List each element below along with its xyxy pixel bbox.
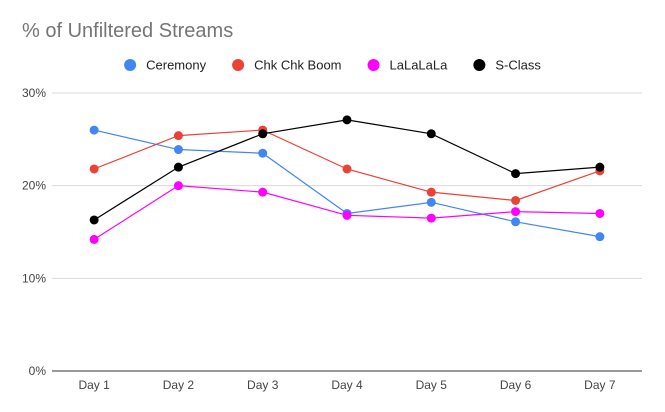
data-point xyxy=(258,129,268,139)
x-tick-label: Day 4 xyxy=(331,378,363,392)
data-point xyxy=(258,187,268,197)
x-tick-label: Day 2 xyxy=(163,378,195,392)
series-ceremony xyxy=(89,125,605,242)
data-point xyxy=(89,215,99,225)
legend-marker xyxy=(124,59,137,71)
legend-label: LaLaLaLa xyxy=(390,58,449,73)
legend-item: LaLaLaLa xyxy=(367,58,449,73)
series-lines xyxy=(89,115,605,244)
data-point xyxy=(426,187,436,197)
x-tick-label: Day 1 xyxy=(78,378,110,392)
data-point xyxy=(426,197,436,207)
data-point xyxy=(173,131,183,141)
data-point xyxy=(173,181,183,191)
legend-marker xyxy=(367,59,380,71)
legend-item: Chk Chk Boom xyxy=(232,58,342,73)
legend-marker xyxy=(232,59,245,71)
data-point xyxy=(173,162,183,172)
data-point xyxy=(511,195,521,205)
x-tick-label: Day 3 xyxy=(247,378,279,392)
data-point xyxy=(342,164,352,174)
series-line xyxy=(94,129,600,238)
legend: Ceremony Chk Chk Boom LaLaLaLa S-Class xyxy=(124,58,541,73)
data-point xyxy=(173,145,183,155)
data-point xyxy=(426,129,436,139)
data-point xyxy=(426,213,436,223)
legend-marker xyxy=(473,59,486,71)
y-tick-label: 10% xyxy=(22,271,46,285)
data-point xyxy=(89,234,99,244)
legend-item: Ceremony xyxy=(124,58,207,73)
legend-label: S-Class xyxy=(495,58,541,73)
chart-title: % of Unfiltered Streams xyxy=(22,20,234,42)
data-point xyxy=(89,164,99,174)
x-tick-label: Day 7 xyxy=(584,378,616,392)
y-tick-label: 20% xyxy=(22,179,46,193)
data-point xyxy=(342,115,352,125)
series-s-class xyxy=(89,115,605,225)
x-tick-label: Day 5 xyxy=(416,378,448,392)
data-point xyxy=(511,217,521,227)
data-point xyxy=(511,169,521,179)
data-point xyxy=(595,208,605,218)
legend-label: Ceremony xyxy=(146,58,206,73)
data-point xyxy=(342,210,352,220)
axes: 0% 10% 20% 30% Day 1 Day 2 Day 3 Day 4 Day 5 Day … xyxy=(22,86,642,392)
y-tick-label: 0% xyxy=(29,364,47,378)
data-point xyxy=(511,207,521,217)
x-tick-label: Day 6 xyxy=(500,378,532,392)
data-point xyxy=(595,162,605,172)
data-point xyxy=(595,232,605,242)
series-lalalala xyxy=(89,181,605,244)
legend-item: S-Class xyxy=(473,58,541,73)
gridlines xyxy=(52,92,642,279)
data-point xyxy=(258,148,268,158)
y-tick-label: 30% xyxy=(22,86,46,100)
data-point xyxy=(89,125,99,135)
legend-label: Chk Chk Boom xyxy=(254,58,341,73)
